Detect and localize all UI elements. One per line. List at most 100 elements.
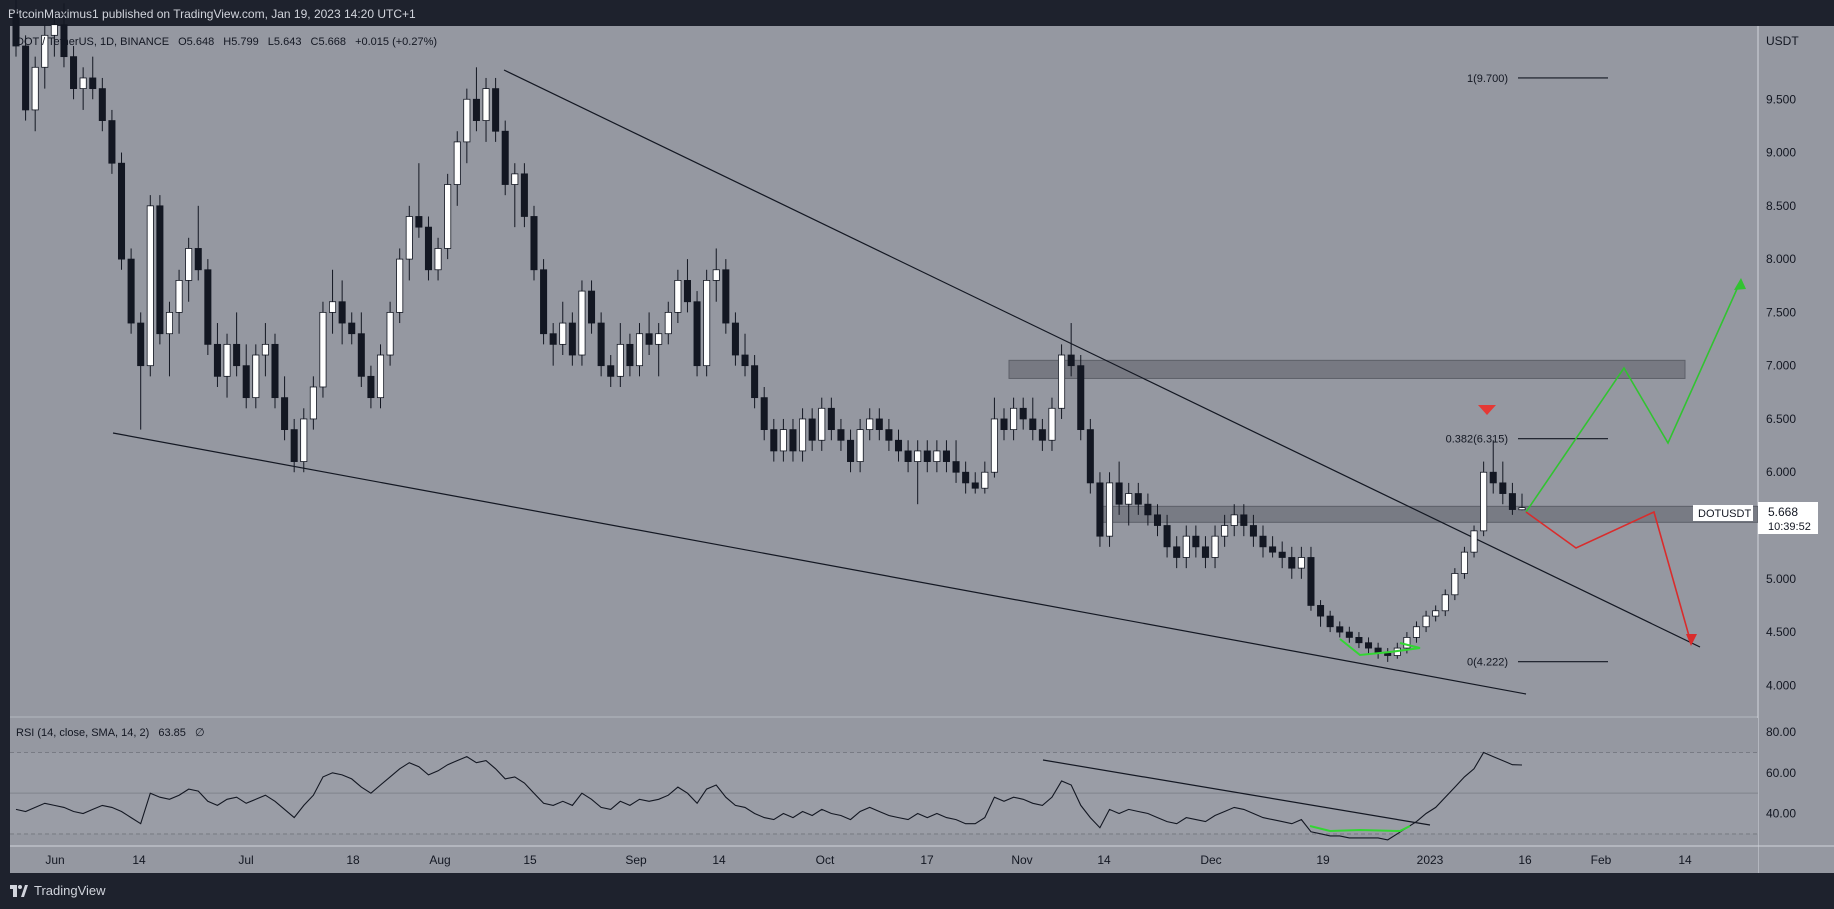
price-tick-label: 9.000 [1766, 146, 1796, 160]
publish-info: BitcoinMaximus1 published on TradingView… [8, 7, 416, 21]
candle [1153, 504, 1162, 537]
candle [108, 109, 116, 174]
candle-body-up [41, 34, 49, 68]
candle [866, 408, 874, 441]
candle [213, 323, 221, 387]
bullish-projection-path[interactable] [1525, 279, 1742, 513]
candle [981, 461, 989, 494]
candle [1307, 546, 1315, 611]
candle-body-down [1355, 637, 1363, 644]
descending-support-line[interactable] [112, 432, 1527, 695]
candle [894, 429, 903, 462]
fib-label: 1(9.700) [1467, 73, 1508, 85]
candle-body-up [386, 311, 394, 356]
candle-body-down [885, 429, 893, 441]
candle-body-down [357, 333, 365, 377]
candle-body-down [751, 365, 759, 399]
candle [309, 376, 317, 430]
price-axis [1758, 26, 1834, 873]
candle-body-down [1269, 546, 1277, 553]
candle-body-down [1384, 652, 1392, 656]
price-tick-label: 5.000 [1766, 572, 1796, 586]
candle-body-down [271, 343, 279, 399]
bearish-projection-path[interactable] [1525, 510, 1692, 644]
candle [645, 312, 653, 356]
candle-body-down [894, 439, 903, 452]
candle-body-up [444, 184, 452, 249]
candle-body-up [1010, 407, 1018, 431]
candle [1317, 600, 1325, 627]
candle [827, 397, 835, 441]
candle [185, 237, 193, 302]
candle-body-down [70, 56, 78, 90]
candle-body-up [1058, 354, 1066, 409]
candle [31, 56, 39, 132]
candle [156, 195, 164, 345]
candle-body-up [482, 88, 490, 121]
rsi-legend: RSI (14, close, SMA, 14, 2) 63.85 ∅ [16, 727, 205, 739]
candle [1134, 482, 1142, 515]
price-tick-label: 4.500 [1766, 625, 1796, 639]
candle-body-down [645, 333, 653, 345]
candle [1106, 472, 1114, 547]
candle [444, 173, 452, 260]
candle [789, 418, 797, 462]
candle-body-down [683, 280, 691, 303]
candle-body-up [1182, 535, 1190, 558]
candle-body-up [1106, 482, 1114, 537]
candle-body-down [1288, 557, 1296, 569]
rsi-trendline[interactable] [1042, 759, 1431, 826]
candle [1518, 493, 1526, 511]
candle-body-down [1278, 551, 1286, 558]
candle-body-up [300, 418, 308, 462]
candle [98, 77, 106, 132]
candle [760, 386, 768, 441]
candle-body-down [290, 429, 298, 462]
time-tick-label: 2023 [1417, 853, 1444, 867]
candle [348, 312, 356, 345]
time-tick-label: 14 [1097, 853, 1111, 867]
candle-body-down [1249, 525, 1257, 537]
candle [472, 67, 480, 132]
time-tick-label: Jun [45, 853, 64, 867]
candle-body-down [127, 258, 135, 324]
candle [674, 269, 682, 324]
candle-body-up [434, 248, 442, 271]
candle-body-down [1508, 493, 1516, 510]
candle [578, 280, 586, 366]
candle [1221, 514, 1229, 547]
brand-name: TradingView [34, 883, 106, 898]
time-tick-label: Feb [1591, 853, 1612, 867]
candle [223, 333, 231, 398]
candle [463, 88, 471, 164]
price-tag-countdown: 10:39:52 [1768, 521, 1811, 533]
candle-body-up [914, 450, 922, 462]
candle-body-down [1326, 615, 1334, 628]
candle [338, 280, 346, 345]
candle-body-down [808, 418, 816, 441]
candle-body-down [1201, 546, 1209, 558]
time-tick-label: Dec [1200, 853, 1221, 867]
candle-body-up [376, 354, 385, 399]
candle [386, 301, 394, 366]
candle [405, 205, 413, 281]
candle-body-down [607, 365, 615, 377]
candle [751, 355, 759, 409]
descending-resistance-line[interactable] [503, 69, 1701, 648]
candle-body-down [837, 429, 845, 441]
candle [847, 429, 855, 473]
candle-body-down [501, 130, 509, 185]
candle-body-up [1403, 637, 1411, 649]
candle [808, 408, 816, 451]
candle [70, 45, 78, 100]
candle [1441, 589, 1449, 617]
candle-body-down [1240, 514, 1248, 526]
tradingview-logo[interactable]: TradingView [10, 883, 106, 898]
candle-body-down [770, 429, 778, 452]
candle [962, 461, 970, 494]
candle [329, 269, 337, 334]
candle [1432, 605, 1440, 622]
candle-body-down [338, 301, 346, 324]
rsi-divergence-line [1309, 825, 1411, 833]
